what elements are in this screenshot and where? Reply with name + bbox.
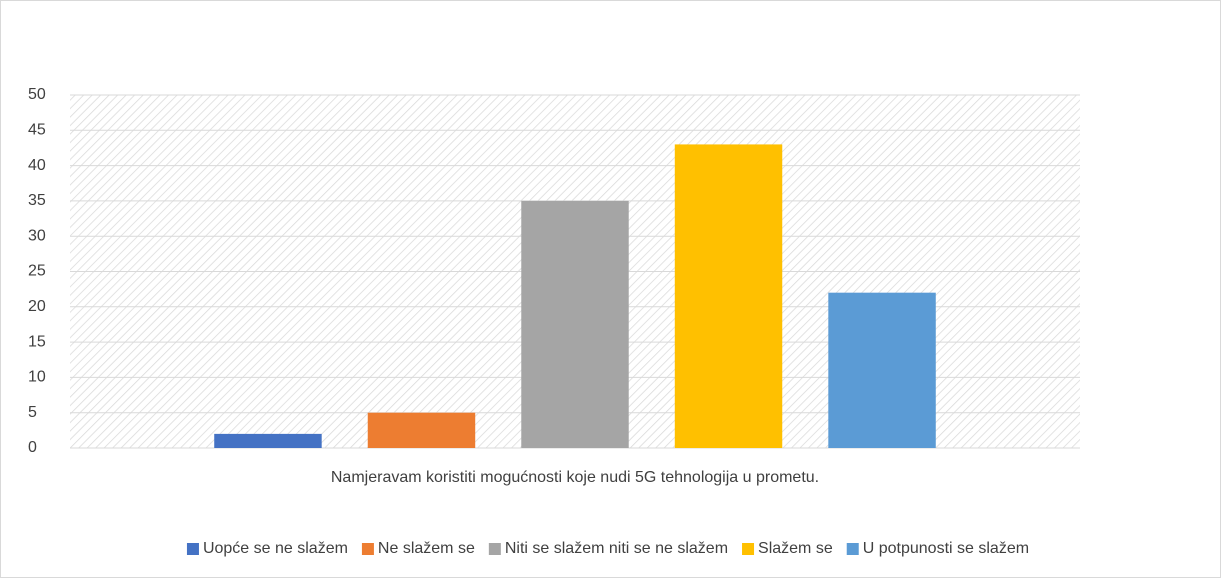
x-tick-label: Namjeravam koristiti mogućnosti koje nud…	[331, 469, 819, 486]
y-tick-label: 5	[28, 404, 37, 421]
legend-swatch	[742, 543, 755, 555]
y-tick-label: 30	[28, 227, 46, 244]
y-tick-label: 15	[28, 333, 46, 350]
y-tick-label: 10	[28, 369, 46, 386]
legend-label: U potpunosti se slažem	[863, 540, 1029, 557]
y-tick-label: 40	[28, 157, 46, 174]
legend-label: Niti se slažem niti se ne slažem	[505, 540, 728, 557]
legend-swatch	[846, 543, 859, 555]
legend-swatch	[186, 543, 199, 555]
legend-label: Uopće se ne slažem	[203, 540, 348, 557]
bar	[674, 144, 783, 449]
bar	[521, 200, 629, 448]
legend-label: Slažem se	[758, 540, 833, 557]
bar	[214, 433, 322, 448]
y-tick-label: 45	[28, 122, 46, 139]
y-tick-label: 50	[28, 86, 46, 103]
legend-swatch	[488, 543, 501, 555]
bar	[367, 412, 476, 448]
bar	[828, 292, 936, 448]
y-tick-label: 25	[28, 263, 46, 280]
y-tick-label: 35	[28, 192, 46, 209]
y-tick-label: 20	[28, 298, 46, 315]
legend-label: Ne slažem se	[378, 540, 475, 557]
legend-swatch	[361, 543, 374, 555]
y-tick-label: 0	[28, 439, 37, 456]
